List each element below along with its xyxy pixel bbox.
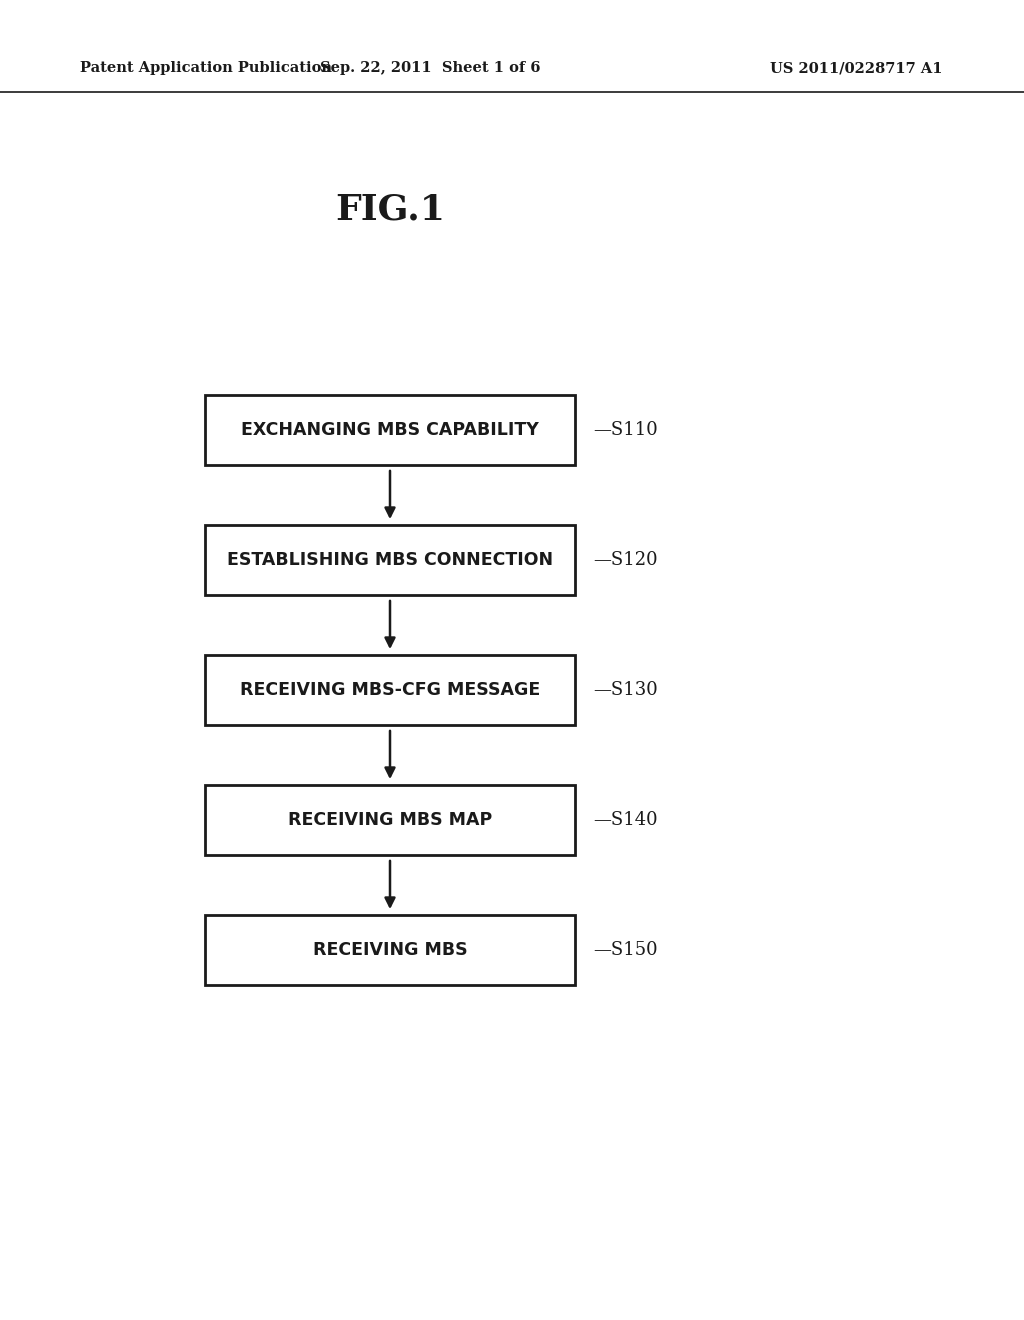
Text: EXCHANGING MBS CAPABILITY: EXCHANGING MBS CAPABILITY (241, 421, 539, 440)
Bar (205, 915, 575, 985)
Text: Sep. 22, 2011  Sheet 1 of 6: Sep. 22, 2011 Sheet 1 of 6 (319, 61, 541, 75)
Bar (205, 395, 575, 465)
Text: US 2011/0228717 A1: US 2011/0228717 A1 (770, 61, 942, 75)
Text: RECEIVING MBS MAP: RECEIVING MBS MAP (288, 810, 493, 829)
Text: ESTABLISHING MBS CONNECTION: ESTABLISHING MBS CONNECTION (227, 550, 553, 569)
Text: FIG.1: FIG.1 (335, 193, 445, 227)
Text: RECEIVING MBS: RECEIVING MBS (312, 941, 467, 960)
Text: —S140: —S140 (593, 810, 657, 829)
Text: Patent Application Publication: Patent Application Publication (80, 61, 332, 75)
Text: —S150: —S150 (593, 941, 657, 960)
Text: —S110: —S110 (593, 421, 657, 440)
Text: RECEIVING MBS-CFG MESSAGE: RECEIVING MBS-CFG MESSAGE (240, 681, 540, 700)
Text: —S130: —S130 (593, 681, 657, 700)
Bar (205, 785, 575, 855)
Bar (205, 655, 575, 725)
Text: —S120: —S120 (593, 550, 657, 569)
Bar (205, 525, 575, 595)
